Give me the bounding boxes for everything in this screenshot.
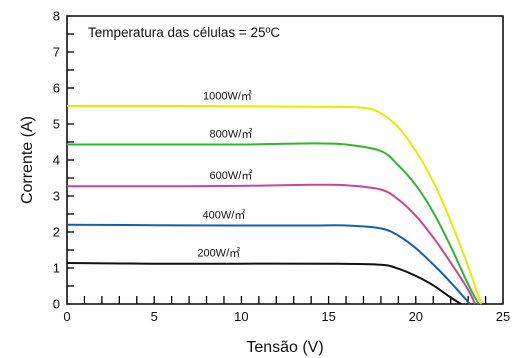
y-tick-label: 3 [53, 189, 60, 204]
series-label: 200W/㎡ [197, 247, 240, 260]
axis-ticks [67, 33, 487, 304]
y-tick-label: 5 [53, 117, 60, 132]
y-tick-label: 4 [53, 153, 60, 168]
series-label: 800W/㎡ [210, 128, 253, 141]
series-label: 400W/㎡ [203, 208, 246, 221]
x-tick-label: 10 [234, 309, 248, 324]
series-curves: 1000W/㎡ 800W/㎡ 600W/㎡ 400W/㎡ 200W/㎡ [66, 89, 483, 305]
x-tick-label: 20 [409, 309, 423, 324]
x-tick-label: 15 [321, 309, 335, 324]
y-tick-label: 6 [53, 81, 60, 96]
series-line [66, 223, 471, 305]
temperature-annotation: Temperatura das células = 25ºC [88, 25, 280, 40]
series-line [66, 104, 483, 305]
x-tick-label: 25 [496, 309, 510, 324]
plot-frame [66, 15, 504, 305]
x-tick-label: 5 [151, 309, 158, 324]
y-tick-label: 7 [53, 45, 60, 60]
y-axis-title: Corrente (A) [19, 116, 36, 204]
series-label: 1000W/㎡ [203, 89, 252, 102]
x-tick-label: 0 [63, 309, 70, 324]
y-tick-label: 2 [53, 225, 60, 240]
y-tick-label: 8 [53, 9, 60, 24]
y-tick-label: 0 [53, 297, 60, 312]
series-line [66, 262, 462, 305]
series-label: 600W/㎡ [210, 169, 253, 182]
x-axis-title: Tensão (V) [246, 339, 323, 356]
y-tick-label: 1 [53, 261, 60, 276]
series-line [67, 142, 480, 305]
tick-labels: 0 5 10 15 20 25 0 1 2 3 4 5 6 7 8 [53, 9, 510, 325]
series-line [66, 183, 477, 305]
